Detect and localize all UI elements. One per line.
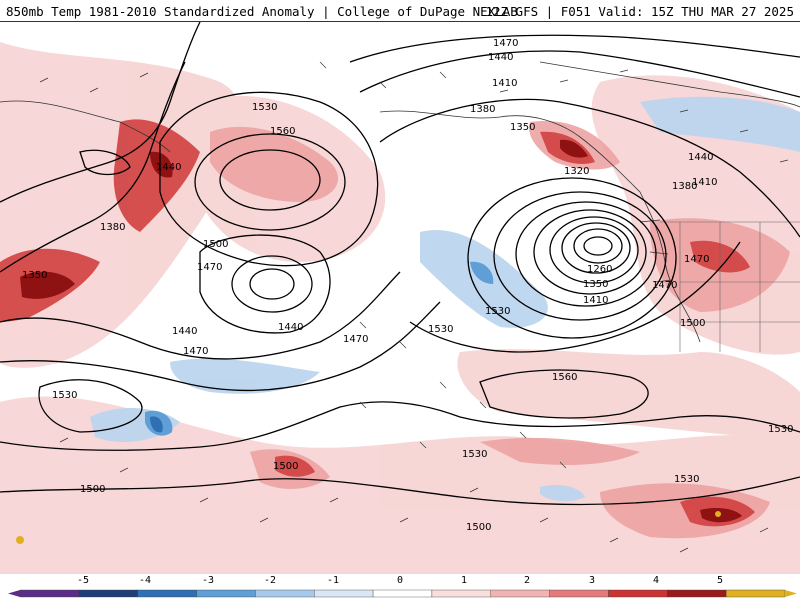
colorbar-tick-label: 2 xyxy=(523,575,531,586)
contour-label: 1410 xyxy=(583,295,608,306)
state-borders xyxy=(660,221,800,352)
contour-label: 1530 xyxy=(252,102,277,113)
contour-label: 1530 xyxy=(428,324,453,335)
contour-label: 1380 xyxy=(470,104,495,115)
contour-label: 1500 xyxy=(203,239,228,250)
colorbar-tick-label: 1 xyxy=(460,575,468,586)
colorbar-tick-label: -1 xyxy=(326,575,340,586)
colorbar-swatch xyxy=(372,589,433,598)
contour-label: 1500 xyxy=(466,522,491,533)
contour-label: 1500 xyxy=(80,484,105,495)
colorbar-tick-label: -2 xyxy=(263,575,277,586)
contour-label: 1530 xyxy=(485,306,510,317)
contour-label: 1320 xyxy=(564,166,589,177)
contour-label: 1470 xyxy=(183,346,208,357)
contour-label: 1380 xyxy=(100,222,125,233)
colorbar-swatch xyxy=(431,589,491,598)
contour-label: 1530 xyxy=(52,390,77,401)
colorbar-swatch xyxy=(137,589,197,598)
contour-label: 1440 xyxy=(278,322,303,333)
colorbar-min-arrow xyxy=(8,590,20,597)
height-contours xyxy=(0,22,800,506)
product-title: 850mb Temp 1981-2010 Standardized Anomal… xyxy=(6,4,518,19)
colorbar-swatch xyxy=(19,589,80,598)
contour-label: 1530 xyxy=(462,449,487,460)
model-valid-time: 12Z GFS | F051 Valid: 15Z THU MAR 27 202… xyxy=(485,4,794,19)
colorbar-tick-label: 3 xyxy=(588,575,596,586)
contour-label: 1440 xyxy=(156,162,181,173)
colorbar-tick-label: -5 xyxy=(76,575,90,586)
contour-label: 1470 xyxy=(343,334,368,345)
contour-label: 1440 xyxy=(172,326,197,337)
colorbar-tick-label: 0 xyxy=(396,575,404,586)
contour-labels: 1470 1440 1410 1380 1350 1320 1530 1560 … xyxy=(22,38,793,533)
anomaly-shading-extreme xyxy=(20,139,742,523)
wind-barbs xyxy=(39,61,789,553)
contour-label: 1440 xyxy=(488,52,513,63)
contour-label: 1440 xyxy=(688,152,713,163)
colorbar-max-arrow xyxy=(785,590,797,597)
contour-label: 1500 xyxy=(273,461,298,472)
colorbar-tick-label: 4 xyxy=(652,575,660,586)
contour-label: 1350 xyxy=(510,122,535,133)
contour-label: 1470 xyxy=(652,280,677,291)
colorbar-tick-label: -3 xyxy=(201,575,215,586)
contour-label: 1380 xyxy=(672,181,697,192)
extreme-anomaly-spot xyxy=(16,536,24,544)
colorbar-tick-label: 5 xyxy=(716,575,724,586)
extreme-anomaly-spot xyxy=(715,511,721,517)
contour-label: 1560 xyxy=(552,372,577,383)
colorbar-swatch xyxy=(78,589,138,598)
contour-label: 1260 xyxy=(587,264,612,275)
contour-label: 1350 xyxy=(22,270,47,281)
colorbar-swatch xyxy=(608,589,668,598)
contour-label: 1470 xyxy=(197,262,222,273)
colorbar-tick-label: -4 xyxy=(138,575,152,586)
colorbar-swatch xyxy=(314,589,374,598)
colorbar-swatch xyxy=(255,589,315,598)
contour-label: 1530 xyxy=(674,474,699,485)
contour-label: 1410 xyxy=(492,78,517,89)
colorbar-legend: -5 -4 -3 -2 -1 0 1 2 3 4 5 xyxy=(0,574,800,600)
colorbar-swatch xyxy=(549,589,609,598)
map-header: 850mb Temp 1981-2010 Standardized Anomal… xyxy=(0,0,800,22)
contour-label: 1350 xyxy=(583,279,608,290)
contour-label: 1530 xyxy=(768,424,793,435)
coastlines xyxy=(0,61,800,343)
colorbar-swatch xyxy=(667,589,727,598)
contour-label: 1470 xyxy=(493,38,518,49)
weather-map[interactable]: 1470 1440 1410 1380 1350 1320 1530 1560 … xyxy=(0,22,800,574)
map-canvas: 1470 1440 1410 1380 1350 1320 1530 1560 … xyxy=(0,22,800,574)
colorbar-labels: -5 -4 -3 -2 -1 0 1 2 3 4 5 xyxy=(0,574,800,588)
contour-label: 1410 xyxy=(692,177,717,188)
contour-label: 1500 xyxy=(680,318,705,329)
colorbar-swatch xyxy=(196,589,256,598)
colorbar-swatch xyxy=(725,589,786,598)
contour-label: 1560 xyxy=(270,126,295,137)
colorbar-swatch xyxy=(490,589,550,598)
colorbar-scale xyxy=(8,589,797,598)
contour-label: 1470 xyxy=(684,254,709,265)
